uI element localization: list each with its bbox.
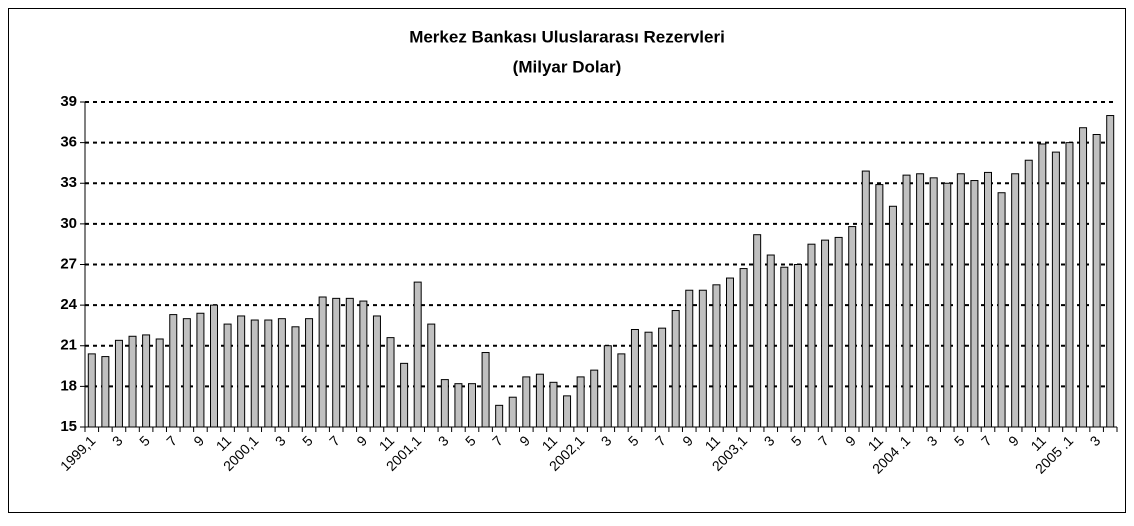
bar	[454, 383, 463, 428]
bar	[970, 180, 979, 428]
bar	[400, 362, 409, 428]
bar	[291, 326, 300, 428]
bar	[182, 318, 191, 428]
bar	[685, 289, 694, 428]
bar	[87, 353, 96, 428]
bar	[1011, 173, 1020, 428]
bar	[712, 284, 721, 428]
bar	[114, 339, 123, 428]
bar	[305, 318, 314, 428]
y-tick-label: 30	[60, 215, 77, 232]
bar	[250, 319, 259, 428]
bar	[318, 296, 327, 428]
bar	[210, 304, 218, 428]
y-tick-label: 39	[60, 93, 77, 110]
bar	[821, 239, 830, 428]
bar	[617, 353, 626, 428]
bar	[427, 323, 436, 428]
bar	[576, 376, 585, 428]
bar	[440, 379, 449, 428]
bar	[984, 171, 992, 428]
bar	[943, 182, 952, 428]
bar	[658, 327, 667, 428]
bar	[807, 243, 816, 428]
y-tick-label: 18	[60, 377, 77, 394]
bar	[495, 404, 504, 428]
bar	[726, 277, 734, 428]
bar	[698, 289, 707, 428]
chart-title: Merkez Bankası Uluslararası Rezervleri	[409, 27, 725, 46]
y-tick-label: 21	[60, 337, 77, 354]
y-tick-label: 15	[60, 418, 77, 435]
bar	[142, 334, 151, 428]
bar	[128, 335, 137, 428]
bar	[386, 337, 395, 428]
bar	[671, 310, 680, 428]
bar	[590, 369, 599, 428]
bar	[997, 192, 1006, 428]
bar	[644, 331, 653, 428]
bar	[522, 376, 531, 428]
bar	[916, 173, 925, 428]
bar	[875, 184, 884, 428]
bar	[1092, 134, 1101, 428]
bar	[481, 352, 490, 428]
bar	[861, 170, 870, 428]
bar	[101, 356, 110, 428]
bar	[332, 297, 341, 428]
bar	[739, 268, 748, 428]
bar	[780, 266, 789, 428]
bar	[345, 297, 354, 428]
y-tick-label: 24	[60, 296, 77, 313]
bar	[753, 234, 762, 428]
bar	[277, 318, 286, 428]
bar	[563, 395, 572, 428]
bar	[603, 345, 612, 428]
bar	[888, 205, 897, 428]
y-tick-label: 36	[60, 134, 77, 151]
bar	[1065, 142, 1074, 428]
bar	[468, 383, 476, 428]
bar	[793, 264, 802, 428]
bar	[413, 281, 422, 428]
bar	[508, 396, 517, 428]
bar	[196, 312, 205, 428]
bar	[359, 300, 368, 428]
bar	[372, 315, 381, 428]
bar	[766, 254, 775, 428]
bar	[535, 373, 544, 428]
bar	[630, 329, 639, 428]
y-tick-label: 33	[60, 174, 77, 191]
bar	[169, 314, 178, 428]
bar	[264, 319, 273, 428]
chart-border	[8, 8, 1126, 513]
chart-subtitle: (Milyar Dolar)	[513, 57, 622, 76]
bar	[223, 323, 232, 428]
bar	[929, 177, 938, 428]
bar	[237, 315, 246, 428]
bar	[956, 173, 965, 428]
bar	[848, 226, 857, 428]
bar	[1051, 151, 1060, 428]
bar	[1038, 143, 1047, 428]
bar	[1024, 159, 1033, 428]
bar	[834, 236, 843, 428]
bar	[1079, 127, 1088, 428]
bar	[155, 338, 164, 428]
bar	[549, 381, 558, 428]
bar	[1106, 115, 1115, 428]
y-tick-label: 27	[60, 255, 77, 272]
bar	[902, 174, 911, 428]
